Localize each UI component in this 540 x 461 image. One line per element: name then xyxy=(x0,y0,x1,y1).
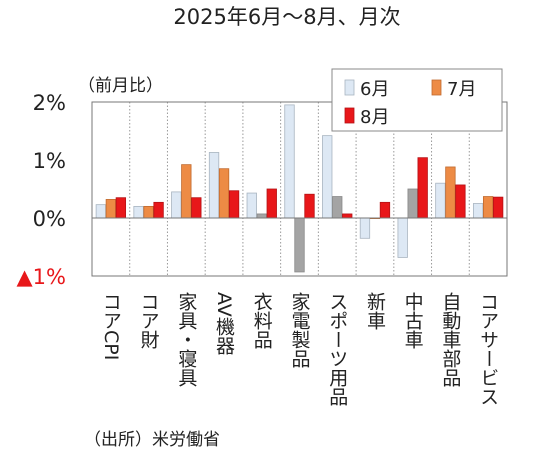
bar-2-6 xyxy=(332,196,343,219)
x-tick-label-6: スポーツ用品 xyxy=(326,292,348,406)
bar-1-9 xyxy=(435,182,446,219)
bar-1-4 xyxy=(246,192,257,219)
bar-1-1 xyxy=(133,205,144,219)
bar-1-7 xyxy=(359,217,371,239)
bar-3-9 xyxy=(455,184,466,219)
y-tick-label-3: ▲1% xyxy=(17,265,66,289)
bar-3-4 xyxy=(266,188,277,219)
legend-swatch-2 xyxy=(344,107,355,124)
x-tick-label-2: 家具・寝具 xyxy=(175,292,197,387)
bar-2-3 xyxy=(218,168,230,219)
bar-2-10 xyxy=(482,196,494,219)
bar-1-10 xyxy=(472,203,484,219)
chart-title: 2025年6月～8月、月次 xyxy=(173,5,400,29)
x-axis-ticks: コアCPI コア財 家具・寝具 AV機器 衣料品 家電製品 スポーツ用品 新車 中古車 自動車部品… xyxy=(100,292,499,406)
x-tick-label-8: 中古車 xyxy=(402,292,424,349)
bar-1-2 xyxy=(171,191,182,219)
bar-1-5 xyxy=(284,104,295,219)
bar-3-10 xyxy=(492,196,504,219)
y-tick-label-1: 1% xyxy=(33,149,66,173)
bar-2-5 xyxy=(294,217,305,273)
legend-swatch-0 xyxy=(344,79,355,96)
legend-label-0: 6月 xyxy=(360,79,389,100)
x-tick-label-3: AV機器 xyxy=(213,292,235,355)
bar-2-0 xyxy=(105,199,117,219)
legend-swatch-1 xyxy=(431,79,442,96)
bar-2-2 xyxy=(181,164,192,219)
bars xyxy=(95,104,504,273)
bar-2-1 xyxy=(143,205,154,219)
y-tick-label-2: 0% xyxy=(33,207,66,231)
legend-label-2: 8月 xyxy=(360,107,389,128)
bar-3-3 xyxy=(228,190,240,219)
x-tick-label-10: コアサービス xyxy=(477,292,499,406)
plot-frame xyxy=(91,101,508,277)
bar-2-8 xyxy=(407,188,418,219)
x-tick-label-7: 新車 xyxy=(364,292,386,330)
x-tick-label-5: 家電製品 xyxy=(289,292,311,368)
bar-1-3 xyxy=(208,152,220,219)
bar-2-9 xyxy=(445,166,456,219)
bar-3-8 xyxy=(417,157,428,219)
legend: 6月 7月 8月 xyxy=(331,68,503,132)
y-axis-ticks: 2% 1% 0% ▲1% xyxy=(17,91,66,289)
legend-box xyxy=(331,68,503,132)
source-note: （出所）米労働省 xyxy=(84,430,220,450)
bar-3-1 xyxy=(153,201,164,219)
legend-label-1: 7月 xyxy=(447,79,476,100)
bar-3-5 xyxy=(304,193,315,219)
bar-3-7 xyxy=(379,201,391,219)
x-tick-label-1: コア財 xyxy=(138,292,160,349)
y-tick-label-0: 2% xyxy=(33,91,66,115)
bar-1-8 xyxy=(397,217,408,258)
bar-3-6 xyxy=(342,213,353,219)
bar-3-2 xyxy=(191,197,202,219)
unit-label: （前月比） xyxy=(78,76,163,96)
bar-2-4 xyxy=(256,213,267,219)
bar-1-0 xyxy=(95,204,107,219)
x-tick-label-0: コアCPI xyxy=(100,292,122,360)
bar-3-0 xyxy=(115,197,127,219)
x-tick-label-4: 衣料品 xyxy=(251,292,273,349)
bar-1-6 xyxy=(322,135,333,219)
x-tick-label-9: 自動車部品 xyxy=(439,292,461,387)
